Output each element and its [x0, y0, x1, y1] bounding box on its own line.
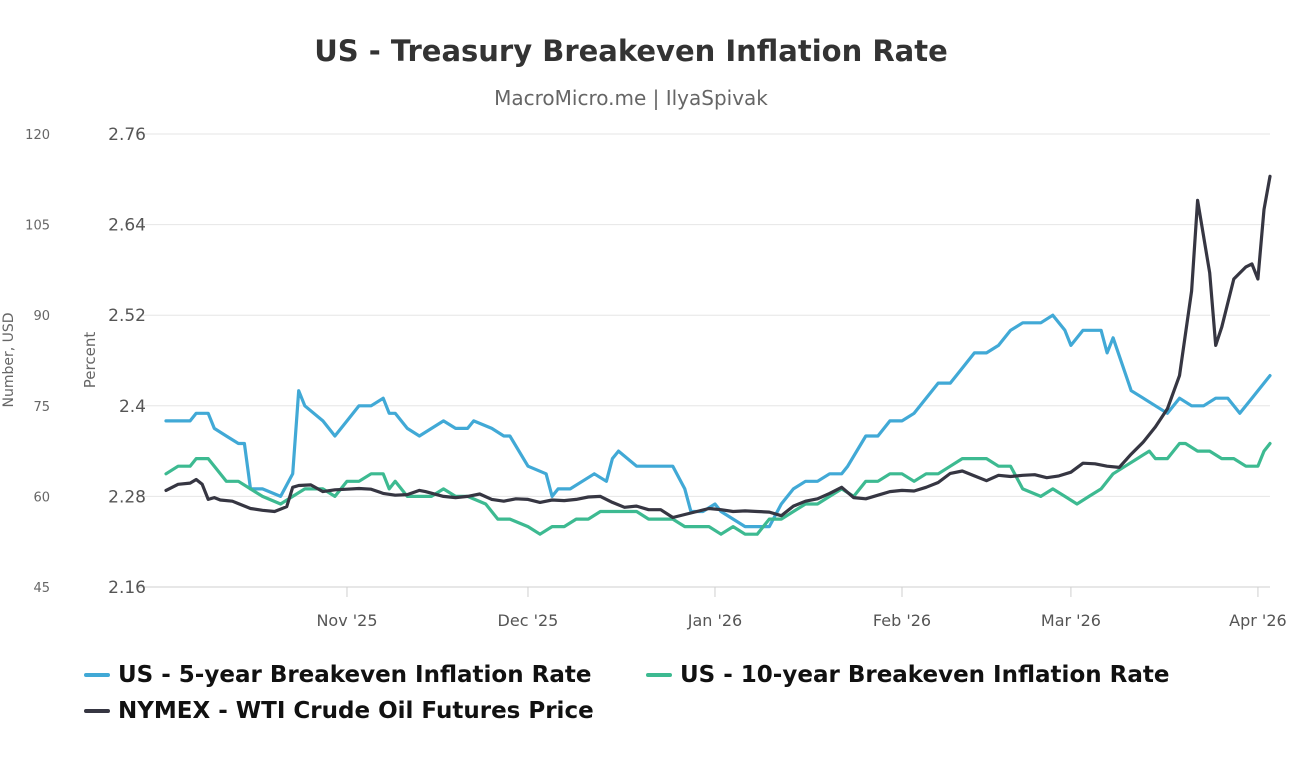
x-tick-label: Apr '26	[1229, 611, 1287, 630]
legend-swatch-5y	[84, 673, 110, 677]
chart-plot: 120 105 90 75 60 45 2.76 2.64 2.52 2.4 2.28 2.16 N…	[1, 125, 1287, 630]
y-right-tick-label: 2.16	[108, 578, 146, 598]
y-left-tick-label: 120	[25, 128, 50, 143]
x-tick-label: Feb '26	[873, 611, 931, 630]
y-left-tick-label: 105	[25, 219, 50, 234]
y-left-tick-label: 45	[33, 581, 50, 596]
legend-label-10y: US - 10-year Breakeven Inflation Rate	[680, 662, 1170, 688]
series-line-wti-crude	[164, 174, 1272, 520]
right-axis-title: Percent	[81, 332, 99, 389]
x-tick-label: Dec '25	[498, 611, 559, 630]
x-tick-label: Nov '25	[316, 611, 377, 630]
legend-swatch-wti	[84, 709, 110, 713]
legend-swatch-10y	[646, 673, 672, 677]
chart-title: US - Treasury Breakeven Inflation Rate	[314, 34, 948, 68]
y-right-tick-label: 2.52	[108, 306, 146, 326]
legend-label-wti: NYMEX - WTI Crude Oil Futures Price	[118, 698, 594, 724]
legend-item-5y[interactable]: US - 5-year Breakeven Inflation Rate	[84, 662, 591, 688]
legend-item-10y[interactable]: US - 10-year Breakeven Inflation Rate	[646, 662, 1169, 688]
series-line-10y-breakeven	[164, 441, 1272, 536]
x-tick-label: Jan '26	[687, 611, 743, 630]
legend-item-wti[interactable]: NYMEX - WTI Crude Oil Futures Price	[84, 698, 594, 724]
x-tick-label: Mar '26	[1041, 611, 1101, 630]
y-right-tick-label: 2.28	[108, 487, 146, 507]
y-left-tick-label: 75	[33, 400, 50, 415]
chart-subtitle: MacroMicro.me | IlyaSpivak	[494, 86, 768, 110]
legend-label-5y: US - 5-year Breakeven Inflation Rate	[118, 662, 592, 688]
y-left-tick-label: 90	[33, 309, 50, 324]
y-right-tick-label: 2.4	[119, 397, 146, 417]
left-axis-title: Number, USD	[1, 312, 17, 407]
y-right-tick-label: 2.76	[108, 125, 146, 145]
y-right-tick-label: 2.64	[108, 216, 146, 236]
y-left-tick-label: 60	[33, 490, 50, 505]
